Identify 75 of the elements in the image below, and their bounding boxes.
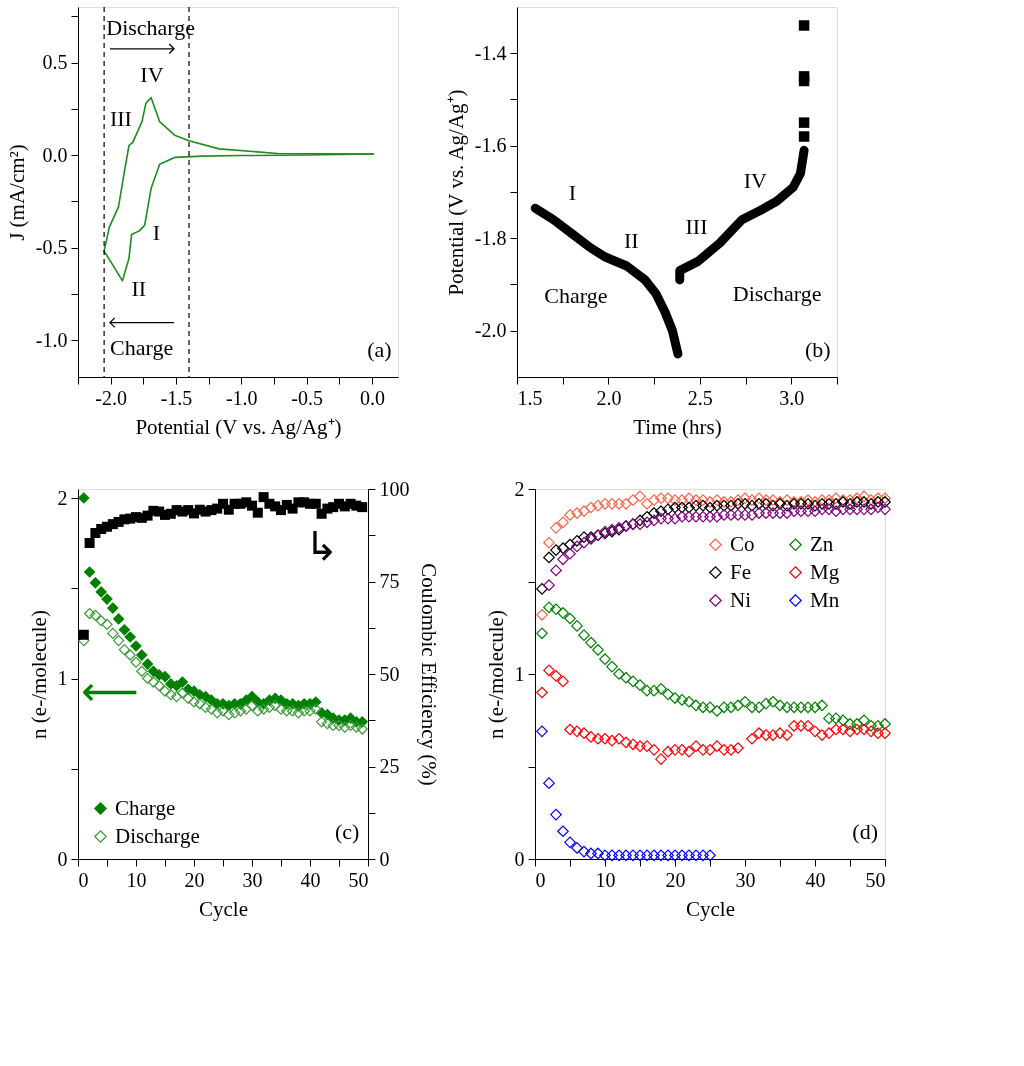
legend-label: Discharge bbox=[115, 823, 200, 848]
annotation: II bbox=[623, 228, 639, 254]
y-tick-label: 1 bbox=[57, 667, 68, 690]
annotation: IV bbox=[743, 167, 768, 193]
annotation: Discharge bbox=[732, 280, 822, 306]
annotation: III bbox=[109, 105, 132, 131]
x-tick-label: 50 bbox=[865, 868, 886, 891]
legend-label: Ni bbox=[730, 587, 752, 612]
annotation: Discharge bbox=[106, 14, 196, 40]
x-tick-label: -0.5 bbox=[291, 386, 323, 409]
y-tick-label: 0.5 bbox=[42, 51, 68, 73]
x-tick-label: 40 bbox=[300, 868, 321, 891]
y2-tick-label: 0 bbox=[379, 847, 390, 870]
y-tick-label: 2 bbox=[57, 486, 68, 509]
x-tick-label: 0.0 bbox=[359, 386, 385, 409]
y-tick-label: -1.0 bbox=[35, 328, 68, 351]
x-axis-title: Time (hrs) bbox=[633, 414, 722, 439]
legend-label: Co bbox=[730, 531, 755, 556]
x-tick-label: 3.0 bbox=[779, 386, 805, 409]
y-tick-label: 0.0 bbox=[42, 143, 68, 166]
x-tick-label: -2.0 bbox=[95, 386, 127, 409]
x-tick-label: 2.5 bbox=[687, 386, 713, 409]
annotation: (a) bbox=[367, 337, 392, 363]
y-tick-label: 2 bbox=[514, 477, 525, 500]
y-axis-title: n (e-/molecule) bbox=[483, 610, 508, 739]
legend-label: Mn bbox=[810, 587, 840, 612]
y2-tick-label: 25 bbox=[379, 755, 400, 777]
annotation: I bbox=[568, 180, 577, 206]
x-tick-label: 40 bbox=[805, 868, 826, 891]
y2-tick-label: 75 bbox=[379, 570, 400, 592]
x-tick-label: 10 bbox=[595, 868, 616, 891]
x-tick-label: -1.0 bbox=[225, 386, 258, 409]
y-tick-label: -0.5 bbox=[35, 236, 68, 258]
annotation: Charge bbox=[110, 335, 174, 361]
y-axis-title: J (mA/cm²) bbox=[4, 144, 29, 241]
x-tick-label: 30 bbox=[735, 868, 756, 891]
annotation: ⟵ bbox=[81, 667, 139, 714]
x-tick-label: 10 bbox=[126, 868, 147, 891]
x-axis-title: Potential (V vs. Ag/Ag⁺) bbox=[135, 414, 342, 439]
y2-tick-label: 100 bbox=[379, 477, 410, 500]
annotation: (d) bbox=[852, 819, 878, 845]
annotation: I bbox=[152, 219, 161, 245]
y2-tick-label: 50 bbox=[379, 662, 400, 685]
y-axis-title: n (e-/molecule) bbox=[26, 610, 51, 739]
annotation: (b) bbox=[804, 337, 831, 363]
y-tick-label: 0 bbox=[514, 847, 525, 870]
x-tick-label: 2.0 bbox=[596, 386, 622, 409]
y-tick-label: -1.6 bbox=[474, 134, 507, 157]
x-tick-label: 1.5 bbox=[517, 386, 543, 409]
legend-label: Zn bbox=[810, 531, 834, 556]
x-tick-label: 0 bbox=[535, 868, 546, 891]
legend-label: Charge bbox=[115, 795, 176, 820]
y-tick-label: -1.8 bbox=[474, 226, 507, 249]
x-tick-label: 30 bbox=[242, 868, 263, 891]
y-tick-label: 1 bbox=[514, 662, 525, 685]
annotation: II bbox=[131, 275, 147, 301]
annotation: (c) bbox=[334, 819, 360, 845]
annotation: Charge bbox=[544, 282, 608, 308]
annotation: IV bbox=[140, 62, 164, 88]
y-tick-label: 0 bbox=[57, 847, 68, 870]
x-tick-label: -1.5 bbox=[160, 386, 193, 409]
x-axis-title: Cycle bbox=[686, 896, 735, 921]
x-axis-title: Cycle bbox=[199, 896, 248, 921]
y-tick-label: -2.0 bbox=[474, 319, 507, 342]
legend-label: Fe bbox=[730, 559, 751, 584]
y-tick-label: -1.4 bbox=[474, 41, 507, 64]
y-axis-title: Potential (V vs. Ag/Ag⁺) bbox=[443, 89, 468, 296]
x-tick-label: 20 bbox=[665, 868, 686, 891]
annotation: III bbox=[685, 213, 708, 239]
x-tick-label: 20 bbox=[184, 868, 205, 891]
y2-axis-title: Coulombic Efficiency (%) bbox=[416, 563, 441, 786]
x-tick-label: 0 bbox=[78, 868, 89, 891]
legend-label: Mg bbox=[810, 559, 840, 584]
annotation: ↳ bbox=[304, 523, 339, 570]
x-tick-label: 50 bbox=[348, 868, 369, 891]
